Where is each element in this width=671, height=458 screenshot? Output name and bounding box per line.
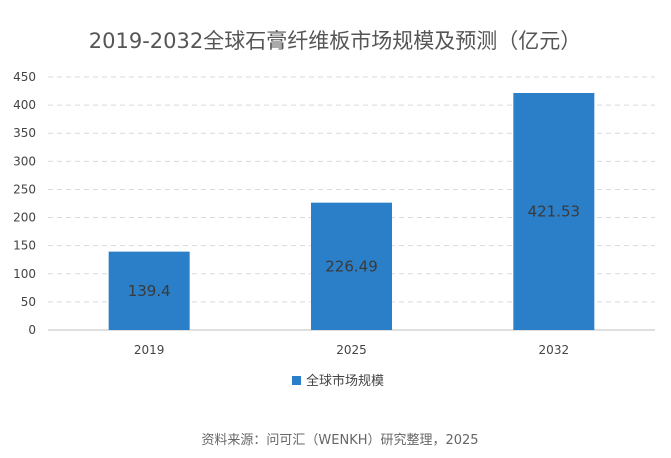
y-tick-label: 250 (13, 182, 36, 196)
source-note: 资料来源：问可汇（WENKH）研究整理，2025 (201, 433, 478, 448)
bar (108, 251, 190, 330)
y-tick-label: 0 (28, 323, 36, 337)
y-tick-label: 350 (13, 126, 36, 140)
data-label: 139.4 (128, 282, 171, 300)
legend-swatch (292, 376, 301, 385)
x-axis-ticks: 2019 2025 2032 (134, 343, 569, 357)
legend: 全球市场规模 (292, 373, 384, 389)
y-tick-label: 200 (13, 211, 36, 225)
bar (513, 93, 595, 330)
y-tick-label: 300 (13, 154, 36, 168)
y-axis-ticks: 0 50 100 150 200 250 300 350 400 450 (13, 70, 36, 337)
x-tick-label: 2019 (134, 343, 165, 357)
data-label: 421.53 (528, 203, 581, 221)
data-label: 226.49 (325, 257, 378, 275)
bar (311, 202, 392, 330)
y-tick-label: 150 (13, 239, 36, 253)
x-tick-label: 2025 (336, 343, 367, 357)
y-tick-label: 50 (21, 295, 36, 309)
y-tick-label: 450 (13, 70, 36, 84)
chart-title: 2019-2032全球石膏纤维板市场规模及预测（亿元） (89, 29, 581, 53)
x-tick-label: 2032 (539, 343, 570, 357)
bars: 139.4 226.49 421.53 (108, 93, 595, 330)
y-tick-label: 100 (13, 267, 36, 281)
y-tick-label: 400 (13, 98, 36, 112)
legend-label: 全球市场规模 (306, 373, 384, 389)
